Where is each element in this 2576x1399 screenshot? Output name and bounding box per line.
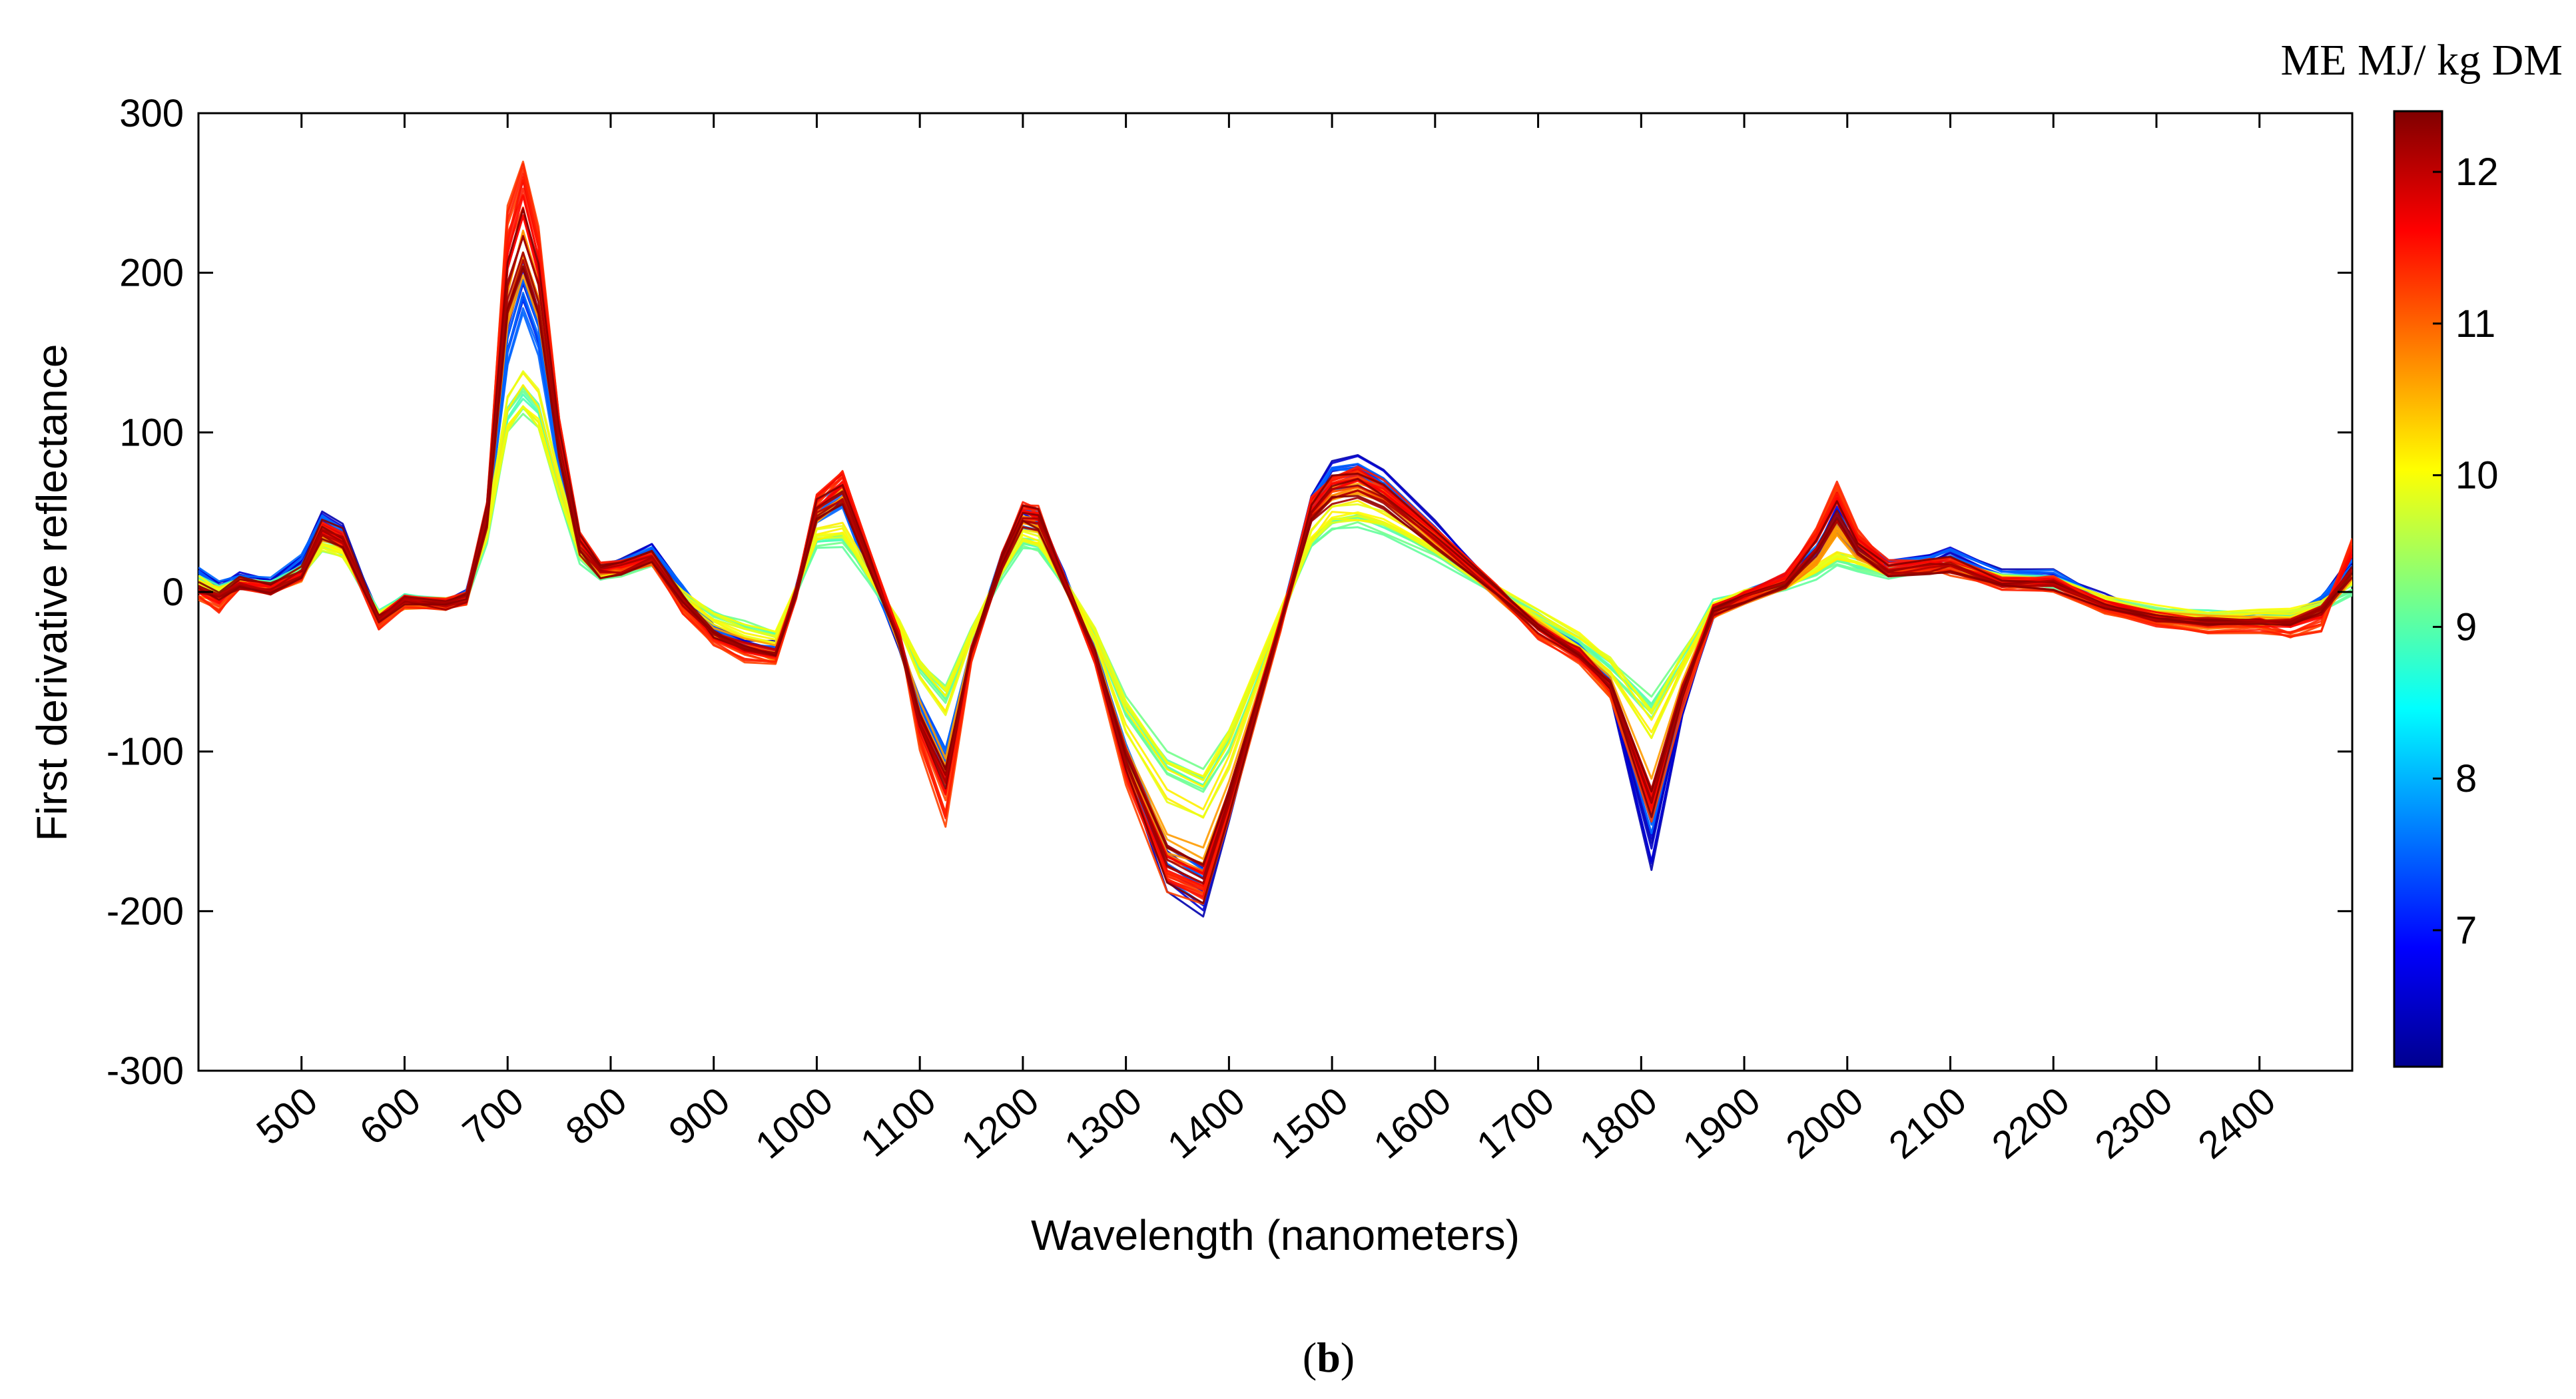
y-tick-label: -200 — [107, 890, 184, 933]
x-tick-label: 600 — [352, 1079, 429, 1153]
plot-area — [197, 112, 2354, 1072]
x-axis-title: Wavelength (nanometers) — [1031, 1211, 1520, 1259]
x-tick-label: 1200 — [954, 1079, 1048, 1167]
y-tick-label: 0 — [162, 571, 184, 614]
x-tick-label: 2200 — [1984, 1079, 2078, 1167]
y-axis-title: First derivative reflectance — [28, 344, 76, 842]
y-tick-label: 300 — [119, 92, 184, 135]
x-tick-label: 2100 — [1881, 1079, 1975, 1167]
colorbar — [2393, 110, 2443, 1068]
x-tick-label: 500 — [248, 1079, 326, 1153]
x-tick-label: 1500 — [1263, 1079, 1357, 1167]
x-tick-label: 2300 — [2087, 1079, 2181, 1167]
caption-open-paren: ( — [1303, 1334, 1317, 1381]
colorbar-tick-label: 10 — [2455, 454, 2499, 497]
x-tick-label: 2000 — [1778, 1079, 1872, 1167]
caption-letter: b — [1317, 1334, 1341, 1381]
x-tick-label: 700 — [455, 1079, 532, 1153]
x-tick-label: 1700 — [1468, 1079, 1562, 1167]
x-tick-label: 2400 — [2190, 1079, 2284, 1167]
x-tick-label: 1300 — [1056, 1079, 1150, 1167]
colorbar-tick-label: 8 — [2455, 757, 2477, 800]
x-tick-label: 1600 — [1366, 1079, 1460, 1167]
colorbar-tick-label: 7 — [2455, 909, 2477, 952]
colorbar-ticks: 7 8 9 10 11 12 — [2433, 150, 2499, 952]
y-axis-ticks: -300 -200 -100 0 100 200 300 — [107, 92, 2352, 1093]
x-tick-label: 1400 — [1159, 1079, 1253, 1167]
x-tick-label: 800 — [557, 1079, 635, 1153]
colorbar-tick-label: 9 — [2455, 605, 2477, 649]
x-tick-label: 1100 — [852, 1079, 944, 1165]
y-tick-label: 200 — [119, 252, 184, 295]
series-line — [198, 265, 2352, 866]
y-tick-label: -100 — [107, 730, 184, 774]
figure-caption: (b) — [1303, 1334, 1355, 1381]
colorbar-tick-label: 11 — [2455, 302, 2495, 346]
x-tick-label: 1800 — [1572, 1079, 1666, 1167]
y-tick-label: -300 — [107, 1049, 184, 1093]
colorbar-title: ME MJ/ kg DM — [2280, 36, 2563, 85]
series-group — [198, 160, 2352, 918]
y-tick-label: 100 — [119, 411, 184, 454]
x-tick-label: 1900 — [1675, 1079, 1769, 1167]
x-tick-label: 900 — [661, 1079, 738, 1153]
colorbar-tick-label: 12 — [2455, 150, 2499, 194]
caption-close-paren: ) — [1341, 1334, 1355, 1381]
x-tick-label: 1000 — [747, 1079, 841, 1167]
